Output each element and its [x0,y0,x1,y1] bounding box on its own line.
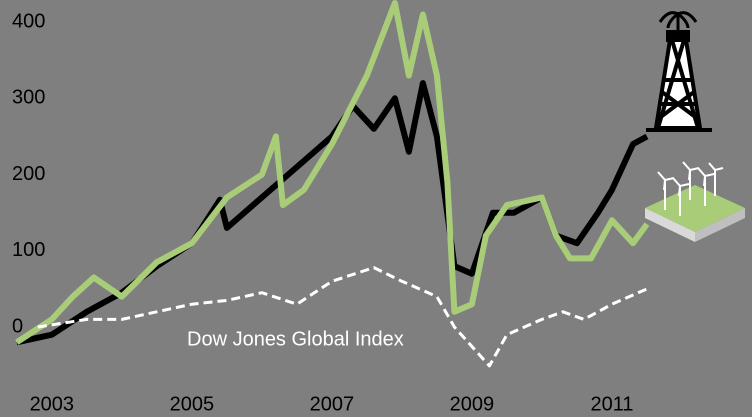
x-tick-label: 2009 [450,393,495,415]
y-tick-label: 0 [12,315,23,337]
series-label: Dow Jones Global Index [187,328,404,350]
x-tick-label: 2007 [310,393,355,415]
series-line [15,0,650,345]
y-tick-label: 100 [12,239,45,261]
x-tick-label: 2005 [170,393,215,415]
x-tick-label: 2003 [30,393,75,415]
y-tick-label: 300 [12,87,45,109]
oil-derrick-icon [646,11,712,132]
y-tick-label: 400 [12,10,45,32]
series-line [37,266,648,368]
x-tick-label: 2011 [590,393,633,415]
y-tick-label: 200 [12,163,45,185]
wind-farm-icon [645,161,745,242]
